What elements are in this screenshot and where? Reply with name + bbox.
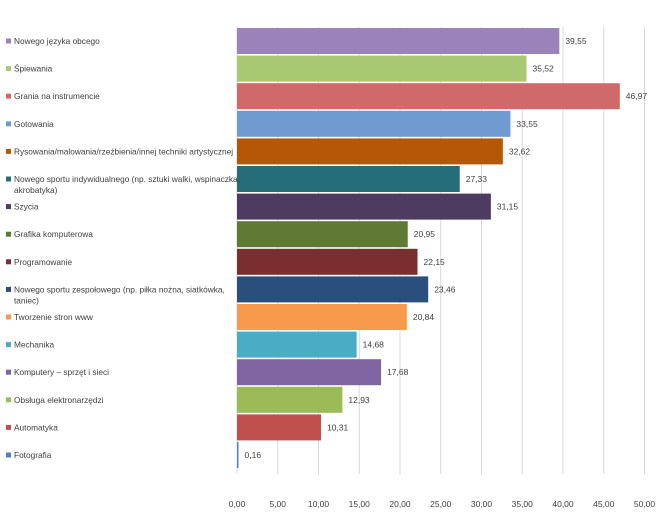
data-label: 35,52 [532,64,554,74]
bar [237,110,511,137]
data-label: 12,93 [348,395,370,405]
bar [237,248,418,275]
bar [237,83,620,110]
legend-marker [6,231,11,237]
bar [237,359,382,386]
legend-marker [6,424,11,430]
data-label: 20,84 [413,312,435,322]
legend-label: Grafika komputerowa [14,229,93,239]
x-tick-label: 45,00 [593,499,615,509]
bar [237,55,527,82]
legend-marker [6,121,11,127]
x-axis: 0,00 5,00 10,00 15,00 20,00 25,00 30,00 35,00 40… [229,499,656,509]
data-label: 14,68 [363,340,385,350]
legend-marker [6,66,11,72]
bar [237,276,429,303]
legend-label: Tworzenie stron www [14,312,94,322]
x-tick-label: 0,00 [229,499,246,509]
legend-label: Nowego sportu indywidualnego (np. sztuki… [14,174,240,195]
legend-label: Szycia [14,202,39,212]
legend-marker [6,314,11,320]
x-tick-label: 30,00 [471,499,493,509]
bar [237,331,357,358]
data-label: 39,55 [565,36,587,46]
bar [237,138,503,165]
legend-marker [6,286,11,292]
legend-label: Fotografia [14,450,52,460]
legend-label: Mechanika [14,340,55,350]
x-tick-label: 25,00 [430,499,452,509]
legend-label: Obsługa elektronarzędzi [14,395,104,405]
bar [237,414,322,441]
legend-marker [6,148,11,154]
bar [237,442,239,468]
x-tick-label: 50,00 [634,499,656,509]
data-label: 33,55 [516,119,538,129]
data-label: 10,31 [327,422,349,432]
bar [237,193,491,220]
legend-label: Nowego języka obcego [14,36,100,46]
data-label: 20,95 [414,229,436,239]
legend-label: Komputery – sprzęt i sieci [14,367,109,377]
bars: 39,55 35,52 46,97 33,55 32,62 27,33 31,15 20,95… [237,28,647,468]
data-label: 32,62 [509,146,531,156]
legend-marker [6,342,11,348]
legend-label: Grania na instrumencie [14,91,100,101]
bar [237,221,408,248]
legend-marker [6,204,11,210]
bar [237,28,560,54]
legend-marker [6,452,11,458]
data-label: 0,16 [245,450,262,460]
legend-marker [6,38,11,44]
legend-label: Automatyka [14,422,58,432]
data-label: 17,68 [387,367,409,377]
legend: Nowego języka obcego Śpiewania Grania na i… [6,36,240,460]
data-label: 31,15 [497,202,519,212]
legend-marker [6,176,11,182]
data-label: 22,15 [424,257,446,267]
bar [237,166,460,192]
x-tick-label: 10,00 [308,499,330,509]
x-tick-label: 40,00 [552,499,574,509]
data-label: 46,97 [626,91,648,101]
legend-label: Gotowania [14,119,54,129]
legend-marker [6,259,11,265]
bar [237,304,407,330]
legend-label: Rysowania/malowania/rzeźbienia/innej tec… [14,146,233,156]
x-tick-label: 15,00 [349,499,371,509]
legend-marker [6,397,11,403]
legend-marker [6,93,11,99]
data-label: 23,46 [434,284,456,294]
x-tick-label: 5,00 [269,499,286,509]
legend-marker [6,369,11,375]
legend-label: Nowego sportu zespołowego (np. piłka noż… [14,284,225,305]
x-tick-label: 35,00 [512,499,534,509]
data-label: 27,33 [466,174,488,184]
legend-label: Śpiewania [14,63,53,74]
legend-label: Programowanie [14,257,72,267]
bar [237,386,343,413]
x-tick-label: 20,00 [389,499,411,509]
